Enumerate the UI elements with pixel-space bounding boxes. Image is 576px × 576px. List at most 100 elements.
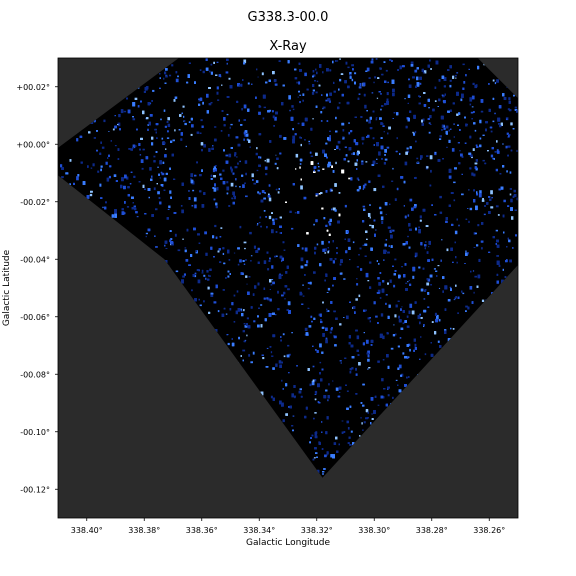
- emission-speckle: [251, 173, 254, 178]
- emission-speckle: [453, 136, 455, 138]
- emission-speckle: [401, 306, 403, 308]
- emission-speckle: [448, 139, 451, 143]
- emission-speckle: [470, 111, 474, 114]
- emission-speckle: [358, 185, 361, 190]
- emission-speckle: [376, 162, 378, 164]
- emission-speckle: [367, 280, 370, 282]
- emission-speckle: [462, 292, 465, 295]
- axes-title: X-Ray: [269, 39, 307, 54]
- emission-speckle: [257, 223, 259, 225]
- emission-speckle: [386, 92, 389, 96]
- emission-speckle: [120, 109, 124, 114]
- emission-speckle: [356, 266, 359, 268]
- emission-speckle: [427, 278, 431, 282]
- emission-speckle: [273, 79, 277, 83]
- emission-speckle: [253, 320, 256, 323]
- emission-speckle: [369, 224, 372, 227]
- emission-speckle: [194, 204, 197, 209]
- emission-speckle: [292, 415, 295, 417]
- emission-speckle: [226, 186, 230, 191]
- emission-speckle: [337, 140, 341, 144]
- emission-speckle: [244, 160, 248, 164]
- emission-speckle: [351, 78, 354, 82]
- emission-speckle: [344, 204, 347, 208]
- emission-speckle: [239, 225, 242, 229]
- emission-speckle: [374, 76, 377, 79]
- emission-speckle: [202, 101, 204, 105]
- emission-speckle: [318, 313, 321, 316]
- emission-speckle: [323, 217, 326, 220]
- emission-speckle: [208, 103, 212, 106]
- emission-speckle: [414, 252, 418, 257]
- emission-speckle: [227, 134, 230, 137]
- emission-speckle: [479, 190, 482, 194]
- emission-speckle: [331, 165, 333, 168]
- emission-speckle: [316, 71, 318, 75]
- emission-speckle: [174, 233, 177, 237]
- emission-speckle: [258, 105, 261, 108]
- emission-speckle: [216, 86, 219, 90]
- emission-speckle: [428, 131, 431, 134]
- emission-speckle: [436, 314, 439, 320]
- emission-speckle: [424, 353, 427, 356]
- emission-speckle: [471, 106, 474, 108]
- emission-speckle: [403, 205, 405, 207]
- emission-speckle: [170, 238, 173, 240]
- emission-speckle: [255, 152, 258, 156]
- emission-speckle: [103, 119, 106, 123]
- emission-speckle: [449, 286, 452, 288]
- emission-speckle: [191, 124, 194, 128]
- emission-speckle: [250, 260, 252, 262]
- emission-speckle: [271, 279, 274, 281]
- emission-speckle: [327, 163, 330, 168]
- emission-speckle: [217, 99, 220, 101]
- emission-speckle: [352, 241, 355, 244]
- emission-speckle: [325, 454, 328, 456]
- emission-speckle: [263, 260, 267, 264]
- emission-speckle: [277, 290, 279, 294]
- emission-speckle: [320, 320, 323, 324]
- emission-speckle: [300, 143, 302, 147]
- emission-speckle: [356, 283, 359, 286]
- emission-speckle: [380, 216, 384, 221]
- emission-speckle: [356, 159, 358, 162]
- emission-speckle: [481, 222, 484, 225]
- emission-speckle: [392, 167, 394, 170]
- emission-speckle: [362, 184, 366, 189]
- emission-speckle: [366, 67, 370, 72]
- emission-speckle: [281, 379, 283, 382]
- emission-speckle: [325, 339, 328, 344]
- emission-speckle: [256, 147, 258, 150]
- emission-speckle: [134, 145, 137, 147]
- emission-speckle: [495, 229, 498, 232]
- emission-speckle: [299, 101, 301, 104]
- emission-speckle: [332, 60, 334, 64]
- emission-speckle: [222, 252, 225, 255]
- emission-speckle: [399, 337, 402, 339]
- emission-speckle: [90, 167, 93, 169]
- emission-speckle: [496, 150, 500, 154]
- emission-speckle: [101, 146, 105, 149]
- emission-speckle: [390, 347, 394, 350]
- emission-speckle: [494, 82, 497, 85]
- emission-speckle: [165, 148, 167, 150]
- emission-speckle: [310, 315, 313, 318]
- emission-speckle: [310, 155, 314, 157]
- emission-speckle: [391, 229, 395, 232]
- emission-speckle: [175, 78, 179, 83]
- emission-speckle: [210, 292, 214, 297]
- emission-speckle: [462, 518, 465, 522]
- emission-speckle: [496, 149, 499, 153]
- emission-speckle: [190, 133, 193, 136]
- emission-speckle: [313, 457, 316, 459]
- emission-speckle: [407, 214, 410, 217]
- emission-speckle: [114, 145, 117, 147]
- emission-speckle: [230, 182, 234, 187]
- emission-speckle: [363, 421, 366, 424]
- emission-speckle: [302, 93, 305, 96]
- emission-speckle: [316, 80, 319, 83]
- emission-speckle: [365, 161, 368, 163]
- emission-speckle: [295, 168, 297, 170]
- emission-speckle: [203, 274, 206, 277]
- emission-speckle: [371, 58, 374, 61]
